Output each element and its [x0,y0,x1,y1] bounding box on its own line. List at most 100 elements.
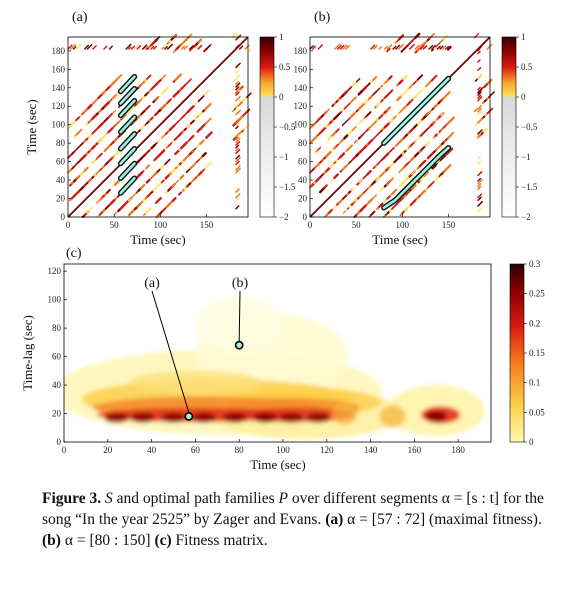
ssm-stripe [477,91,482,96]
fitness-region [104,412,129,423]
colorbar-tick-label: 0.1 [529,378,540,388]
ssm-stripe [92,45,97,50]
y-tick-label: 60 [298,157,308,167]
ssm-stripe [341,164,349,171]
ssm-stripe [205,44,212,51]
ssm-stripe [154,110,160,117]
ssm-stripe [157,149,166,158]
caption-label-a: (a) [325,511,344,528]
x-tick-label: 0 [308,220,313,230]
ssm-stripe [317,44,324,50]
ssm-stripe [201,152,207,158]
ssm-stripe [175,119,181,125]
ssm-stripe [162,86,169,94]
caption-text: α = [57 : 72] (maximal fitness). [343,511,542,528]
ssm-stripe [235,82,241,88]
optimal-path [382,146,450,210]
ssm-stripe [386,195,391,200]
panel-c-colorbar [509,263,525,443]
ssm-stripe [414,44,420,50]
panel-b: (b) 0 50 100 150 0 20 40 60 80 100 120 140 160 180 T… [294,10,538,247]
colorbar-tick-label: 0 [521,92,526,102]
ssm-stripe [204,117,212,125]
ssm-stripe [235,121,241,127]
ssm-stripe [477,155,481,160]
caption-text: over different segments α = [s : t] for … [42,490,544,528]
ssm-stripe [361,204,367,210]
fitness-region [130,412,155,423]
ssm-stripe [428,181,435,188]
fitness-region [279,412,304,423]
ssm-stripe [310,134,319,143]
x-tick-label: 100 [276,445,290,455]
ssm-stripe [416,74,424,81]
ssm-stripe [372,44,378,50]
ssm-stripe [428,44,434,50]
ssm-stripe [392,115,397,120]
ssm-stripe [362,173,369,180]
ssm-stripe [431,44,436,50]
ssm-stripe [99,134,107,142]
ssm-stripe [365,111,372,117]
ssm-stripe [235,86,240,91]
panel-a-ylabel: Time (sec) [24,99,39,155]
ssm-stripe [406,100,412,106]
ssm-stripe [86,43,93,50]
ssm-stripe [103,100,111,108]
optimal-path [119,75,136,93]
ssm-stripe [138,97,144,103]
panel-b-optimal-paths [381,75,452,211]
panel-a: (a) 0 50 100 150 0 20 40 60 80 100 120 140 160 180 T… [24,10,296,247]
optimal-path [119,87,136,105]
optimal-path [119,147,136,165]
ssm-stripe [136,202,143,208]
ssm-stripe [323,184,328,190]
optimal-path [382,77,450,145]
ssm-stripe [246,92,252,98]
ssm-stripe [325,150,332,158]
ssm-stripe [204,161,212,170]
ssm-stripe [235,34,242,41]
ssm-stripe [338,198,344,204]
ssm-stripe [477,129,483,135]
ssm-stripe [444,164,452,172]
ssm-stripe [392,188,398,194]
ssm-stripe [115,120,121,126]
optimal-path [119,116,136,134]
colorbar-tick-label: −2 [279,212,289,222]
x-tick-label: 50 [352,220,362,230]
ssm-stripe [477,178,484,185]
x-tick-label: 20 [103,445,113,455]
ssm-stripe [388,75,393,80]
ssm-stripe [186,78,192,84]
panel-c-colorbar-ticks: 0.3 0.25 0.2 0.15 0.1 0.05 0 [524,259,545,447]
ssm-stripe [412,80,418,85]
ssm-stripe [385,106,392,112]
annotation-label: (a) [144,276,160,291]
ssm-stripe [235,147,239,152]
ssm-stripe [238,114,244,121]
x-tick-label: 150 [200,220,214,230]
ssm-stripe [187,33,193,39]
annotation-leader-line [238,290,241,342]
ssm-stripe [189,105,195,111]
y-tick-label: 60 [52,352,62,362]
annotation-point [234,340,244,350]
ssm-stripe [477,110,483,116]
ssm-stripe [105,144,111,150]
colorbar-tick-label: 0 [279,92,284,102]
y-tick-label: 120 [52,101,66,111]
y-tick-label: 140 [294,83,308,93]
ssm-stripe [235,160,240,166]
ssm-stripe [235,95,241,102]
panel-c-ylabel: Time-lag (sec) [20,315,35,391]
ssm-stripe [179,174,185,180]
ssm-stripe [154,95,160,101]
ssm-stripe [235,81,239,85]
ssm-stripe [144,207,152,215]
ssm-stripe [343,102,351,110]
ssm-stripe [235,148,241,155]
ssm-stripe [477,186,482,191]
ssm-stripe [197,38,203,44]
fitness-region [305,412,331,423]
